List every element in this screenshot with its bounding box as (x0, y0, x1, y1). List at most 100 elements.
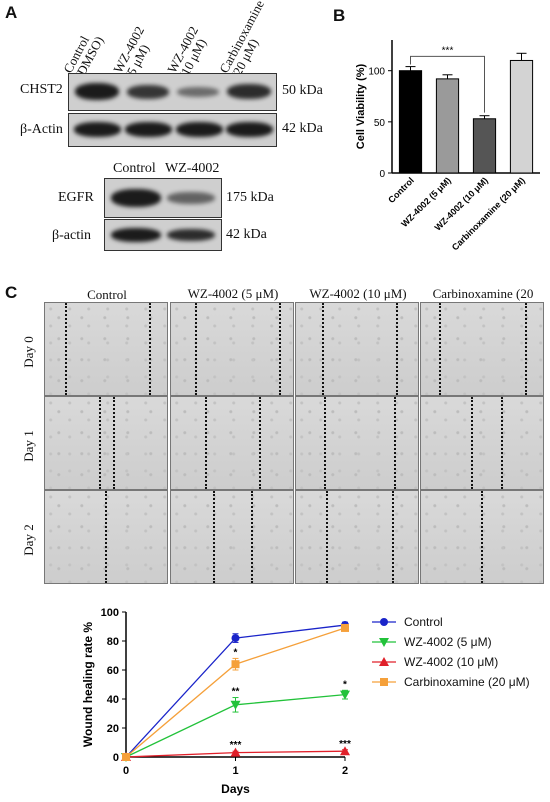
x-tick-label: 1 (232, 765, 238, 777)
x-tick-label: Carbinoxamine (20 μM) (450, 175, 527, 252)
micrograph-tile (295, 490, 419, 584)
blot-band (74, 122, 121, 137)
blot-band (167, 229, 215, 241)
blot-band (127, 85, 169, 99)
panel-b-label: B (333, 6, 346, 25)
blot-actin-b (104, 219, 222, 251)
legend-marker (379, 657, 389, 666)
blot-row-label: β-actin (52, 228, 91, 243)
y-tick-label: 100 (368, 67, 385, 78)
legend-swatch (372, 678, 396, 686)
blot-band (125, 122, 172, 137)
legend-item: Carbinoxamine (20 μM) (370, 672, 530, 692)
legend-marker (380, 618, 388, 626)
legend-label: WZ-4002 (10 μM) (404, 655, 499, 669)
significance-stars: *** (230, 740, 242, 751)
blot-band (226, 122, 273, 137)
data-point (122, 753, 130, 761)
y-tick-label: 60 (107, 665, 119, 677)
blot-row-label: CHST2 (20, 82, 63, 97)
blot-band (177, 87, 219, 97)
micrograph-tile (420, 490, 544, 584)
blot-row-label: β-Actin (20, 122, 63, 137)
y-tick-label: 50 (374, 118, 386, 129)
micrograph-tile (295, 396, 419, 490)
legend-swatch (372, 618, 396, 626)
micrograph-tile (170, 302, 294, 396)
blot-band (75, 83, 119, 100)
kda-label: 50 kDa (282, 83, 323, 98)
y-tick-label: 40 (107, 694, 119, 706)
blot-actin-a (68, 113, 277, 147)
day-label: Day 1 (21, 430, 36, 462)
blot-egfr (104, 178, 222, 218)
micro-col-title: WZ-4002 (10 μM) (309, 286, 407, 301)
significance-stars: ** (232, 687, 240, 698)
y-tick-label: 20 (107, 723, 119, 735)
significance-bracket (410, 55, 485, 113)
data-point (340, 690, 350, 700)
micro-col-title: WZ-4002 (5 μM) (187, 286, 279, 301)
micrograph-tile (170, 396, 294, 490)
data-point (230, 747, 241, 757)
day-label: Day 0 (21, 336, 36, 368)
wound-healing-line-chart: 0 20 40 60 80 100 0 1 2 Days Wound healing rate % *… (81, 607, 351, 796)
y-tick-label: 100 (101, 607, 119, 619)
legend-marker (380, 678, 388, 686)
line-chart-legend: Control WZ-4002 (5 μM) WZ-4002 (10 μM) Carb… (370, 612, 530, 692)
legend-label: Control (404, 615, 443, 629)
lane-label: Carbinoxamine (20 μM) (216, 0, 268, 82)
legend-item: WZ-4002 (10 μM) (370, 652, 530, 672)
data-point (230, 700, 241, 710)
x-tick-label: 2 (342, 765, 348, 777)
blot-row-label: EGFR (58, 190, 94, 205)
micrograph-tile (44, 396, 168, 490)
legend-label: Carbinoxamine (20 μM) (404, 675, 530, 689)
x-tick-label: Control (386, 175, 416, 205)
micro-col-title: Carbinoxamine (20 (432, 286, 534, 301)
bar (509, 59, 534, 174)
micrograph-tile (420, 396, 544, 490)
blot-b-lane-label: WZ-4002 (165, 161, 220, 176)
x-axis-label: Days (221, 782, 250, 796)
y-tick-label: 0 (113, 752, 119, 764)
kda-label: 175 kDa (226, 190, 274, 205)
blot-band (167, 192, 215, 204)
blot-chst2 (68, 73, 277, 111)
y-tick-label: 80 (107, 636, 119, 648)
legend-swatch (372, 657, 396, 666)
y-tick-label: 0 (379, 169, 385, 180)
bar (398, 70, 423, 174)
kda-label: 42 kDa (282, 121, 323, 136)
significance-stars: * (234, 647, 238, 658)
data-point (231, 634, 240, 643)
blot-band (111, 189, 161, 207)
micrograph-tile (44, 490, 168, 584)
data-point (231, 660, 240, 669)
legend-item: WZ-4002 (5 μM) (370, 632, 530, 652)
data-point (341, 623, 349, 632)
data-point (340, 746, 350, 756)
bar (472, 118, 497, 174)
kda-label: 42 kDa (226, 227, 267, 242)
micrograph-tile (170, 490, 294, 584)
micrograph-tile (44, 302, 168, 396)
blot-band (227, 84, 271, 99)
legend-swatch (372, 638, 396, 647)
bar (435, 78, 460, 174)
x-tick-label: 0 (123, 765, 129, 777)
significance-stars: * (343, 679, 347, 690)
panel-a-label: A (5, 3, 18, 22)
y-axis-label: Cell Viability (%) (355, 63, 367, 149)
y-axis-label: Wound healing rate % (81, 622, 95, 747)
day-label: Day 2 (21, 524, 36, 556)
panel-c-label: C (5, 283, 18, 302)
blot-band (111, 228, 161, 242)
significance-stars: *** (442, 45, 454, 56)
significance-stars: *** (339, 739, 351, 750)
legend-marker (379, 638, 389, 647)
legend-item: Control (370, 612, 530, 632)
micrograph-tile (420, 302, 544, 396)
blot-band (176, 122, 223, 137)
